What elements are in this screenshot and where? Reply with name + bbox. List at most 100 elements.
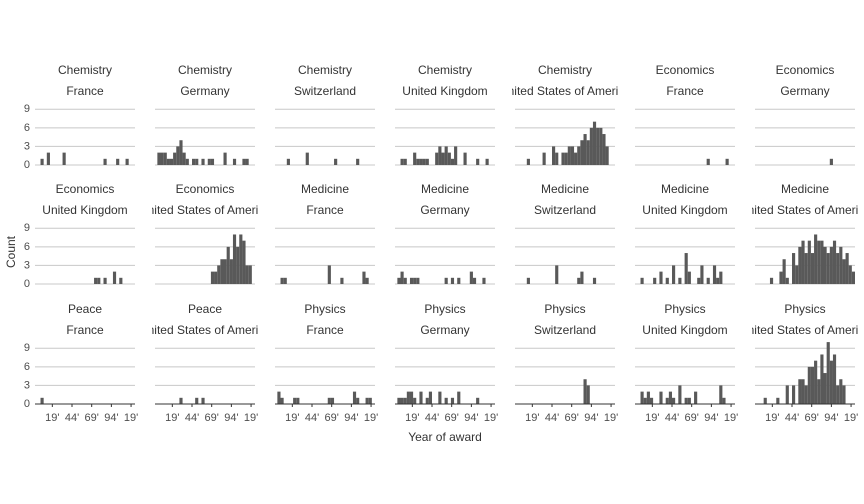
strip: Chemistry United Kingdom xyxy=(402,63,487,98)
bar xyxy=(419,391,423,404)
x-tick-label: 19' xyxy=(765,412,779,424)
bar xyxy=(851,271,855,284)
bar xyxy=(798,246,802,284)
bar xyxy=(179,140,183,165)
strip-country: United Kingdom xyxy=(642,203,727,217)
bar xyxy=(672,397,676,404)
bar xyxy=(286,158,290,165)
bar xyxy=(583,379,587,404)
bar xyxy=(195,158,199,165)
x-axis-title: Year of award xyxy=(408,430,482,444)
bar xyxy=(570,146,575,165)
strip-country: France xyxy=(66,84,104,98)
bar xyxy=(125,158,129,165)
strip: Economics Germany xyxy=(776,63,835,98)
bar xyxy=(239,234,243,284)
bar xyxy=(848,265,852,284)
bar xyxy=(296,397,300,404)
bar xyxy=(684,397,688,404)
bar xyxy=(409,391,414,404)
strip-category: Chemistry xyxy=(178,63,232,77)
strip-country: United States of America xyxy=(499,84,631,98)
x-tick-label: 94' xyxy=(584,412,598,424)
bar xyxy=(413,277,417,284)
x-tick-label: 19' xyxy=(604,412,618,424)
bar xyxy=(112,271,117,284)
bar xyxy=(444,397,448,404)
bar xyxy=(792,385,796,404)
bar xyxy=(829,158,833,165)
bar xyxy=(413,152,417,165)
bar xyxy=(97,277,101,284)
bar xyxy=(450,158,455,165)
bar xyxy=(472,277,477,284)
strip-category: Physics xyxy=(304,302,345,316)
bar xyxy=(476,397,480,404)
strip-country: Germany xyxy=(180,84,229,98)
bar xyxy=(416,158,420,165)
bar xyxy=(776,397,780,404)
bar xyxy=(210,158,215,165)
bar xyxy=(555,265,559,284)
bar xyxy=(305,152,309,165)
bar xyxy=(340,277,344,284)
strip: Physics Switzerland xyxy=(534,302,596,337)
bar xyxy=(649,397,654,404)
bar xyxy=(441,152,445,165)
x-tick-label: 94' xyxy=(464,412,478,424)
bar xyxy=(823,373,827,404)
strip: Peace France xyxy=(66,302,104,337)
bar xyxy=(356,158,360,165)
strip-country: United Kingdom xyxy=(402,84,487,98)
bar xyxy=(725,158,729,165)
bar xyxy=(192,158,196,165)
strip-country: United States of America xyxy=(739,203,864,217)
strip: Medicine United States of America xyxy=(739,182,864,217)
bar xyxy=(457,391,461,404)
bar xyxy=(826,342,830,404)
strip-category: Medicine xyxy=(661,182,709,196)
bar xyxy=(817,240,821,284)
bar xyxy=(552,146,556,165)
y-tick-label: 0 xyxy=(24,278,30,290)
bar xyxy=(807,366,811,404)
bar xyxy=(832,240,837,284)
bar xyxy=(592,121,597,165)
strip-country: France xyxy=(306,323,344,337)
x-tick-label: 69' xyxy=(325,412,339,424)
bar xyxy=(409,277,414,284)
bar xyxy=(687,397,691,404)
strip: Physics France xyxy=(304,302,345,337)
y-tick-label: 3 xyxy=(24,379,30,391)
bar xyxy=(653,277,657,284)
bar xyxy=(277,391,281,404)
bar xyxy=(646,391,650,404)
bar xyxy=(444,277,448,284)
bar xyxy=(804,385,808,404)
x-tick-label: 94' xyxy=(704,412,718,424)
bar xyxy=(236,246,240,284)
bar xyxy=(450,277,455,284)
bar xyxy=(397,277,401,284)
bar xyxy=(697,277,701,284)
bar xyxy=(176,146,180,165)
bar xyxy=(602,134,606,165)
bar xyxy=(454,146,458,165)
bar xyxy=(836,385,840,404)
bar xyxy=(103,277,107,284)
bar xyxy=(103,158,107,165)
bar xyxy=(807,240,811,284)
bar xyxy=(217,265,221,284)
strip: Medicine France xyxy=(301,182,349,217)
bar xyxy=(327,265,331,284)
x-tick-label: 19' xyxy=(364,412,378,424)
bar xyxy=(428,391,433,404)
bar xyxy=(640,391,644,404)
y-tick-label: 3 xyxy=(24,140,30,152)
y-axis-title: Count xyxy=(4,235,18,268)
x-tick-label: 19' xyxy=(45,412,59,424)
bar xyxy=(447,152,451,165)
x-tick-label: 94' xyxy=(344,412,358,424)
y-tick-label: 3 xyxy=(24,259,30,271)
bar xyxy=(242,158,246,165)
